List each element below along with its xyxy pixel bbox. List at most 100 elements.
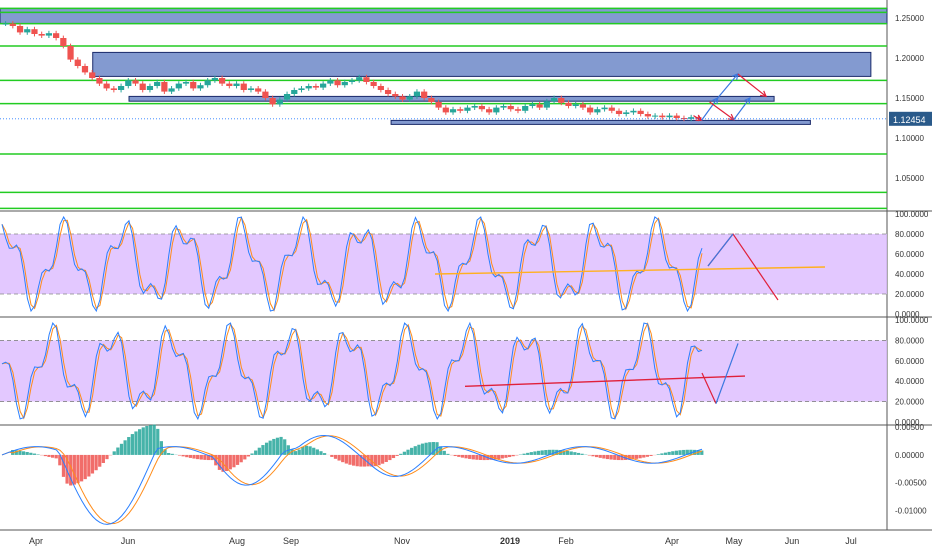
macd-histogram-bar [403,452,406,455]
candle-body [551,98,557,101]
macd-histogram-bar [203,455,206,460]
macd-histogram-bar [142,427,145,455]
macd-histogram-bar [599,455,602,458]
macd-histogram-bar [678,450,681,455]
macd-histogram-bar [200,455,203,460]
candle-body [421,92,427,98]
macd-histogram-bar [240,455,243,462]
candle-body [573,104,579,106]
candle-body [111,88,117,90]
candle-body [587,108,593,113]
macd-histogram-bar [522,454,525,455]
macd-histogram-bar [345,455,348,464]
candle-body [674,116,680,118]
candle-body [67,46,73,60]
time-tick-label: Jul [845,536,857,546]
time-tick-label: Sep [283,536,299,546]
macd-histogram-bar [388,455,391,460]
macd-histogram-bar [185,455,188,457]
candle-body [428,98,434,102]
candle-body [601,108,607,110]
candle-body [378,86,384,90]
candle-body [270,98,276,104]
macd-histogram-bar [138,429,141,455]
macd-histogram-bar [127,437,130,455]
macd-histogram-bar [348,455,351,465]
macd-histogram-bar [377,455,380,465]
candle-body [24,29,30,32]
oscillator-tick-label: 20.0000 [895,398,924,407]
candle-body [190,82,196,88]
candle-body [327,80,333,83]
macd-histogram-bar [530,452,533,455]
time-tick-label: Feb [558,536,574,546]
candle-body [537,104,543,107]
macd-histogram-bar [269,441,272,455]
macd-histogram-bar [105,455,108,459]
macd-histogram-bar [406,450,409,455]
candle-body [609,108,615,111]
macd-histogram-bar [312,448,315,455]
macd-histogram-bar [294,451,297,455]
macd-histogram-bar [316,449,319,455]
candle-body [529,104,535,106]
candle-body [75,60,81,66]
macd-histogram-bar [580,454,583,455]
macd-histogram-bar [334,455,337,459]
candle-body [443,108,449,113]
macd-histogram-bar [668,452,671,455]
macd-tick-label: -0.00500 [895,479,927,488]
macd-histogram-bar [356,455,359,466]
macd-histogram-bar [229,455,232,469]
oscillator-tick-label: 100.0000 [895,316,929,325]
macd-histogram-bar [537,451,540,455]
candle-body [31,29,37,34]
macd-histogram-bar [421,444,424,455]
macd-histogram-bar [468,455,471,459]
time-tick-label: 2019 [500,536,520,546]
macd-histogram-bar [504,455,507,458]
support-resistance-zone [93,52,871,76]
macd-histogram-bar [660,453,663,454]
candle-body [363,77,369,82]
macd-histogram-bar [428,442,431,455]
macd-histogram-bar [305,446,308,455]
candle-body [623,112,629,114]
candle-body [17,26,23,32]
macd-histogram-bar [276,438,279,455]
macd-histogram-bar [94,455,97,470]
candle-body [435,102,441,108]
candle-body [630,111,636,113]
macd-histogram-bar [243,455,246,460]
macd-histogram-bar [116,448,119,455]
candle-body [342,82,348,85]
oscillator-tick-label: 80.0000 [895,336,924,345]
candle-body [241,84,247,90]
oscillator-band [0,340,887,401]
macd-histogram-bar [675,451,678,455]
support-resistance-zone [129,96,774,101]
macd-histogram-bar [635,455,638,459]
macd-histogram-bar [171,454,174,455]
macd-histogram-bar [472,455,475,459]
oscillator-tick-label: 60.0000 [895,357,924,366]
macd-line [2,435,702,524]
macd-histogram-bar [47,455,50,457]
candle-body [89,72,95,78]
macd-histogram-bar [544,450,547,455]
macd-histogram-bar [392,455,395,458]
macd-histogram-bar [649,455,652,456]
candle-body [10,24,16,26]
candle-body [39,34,45,36]
macd-histogram-bar [236,455,239,465]
macd-histogram-bar [414,446,417,455]
macd-histogram-bar [124,440,127,455]
candle-body [544,101,550,107]
time-tick-label: Apr [665,536,679,546]
macd-histogram-bar [461,455,464,458]
macd-histogram-bar [588,455,591,456]
macd-histogram-bar [541,450,544,455]
macd-histogram-bar [533,451,536,454]
macd-histogram-bar [51,455,54,458]
